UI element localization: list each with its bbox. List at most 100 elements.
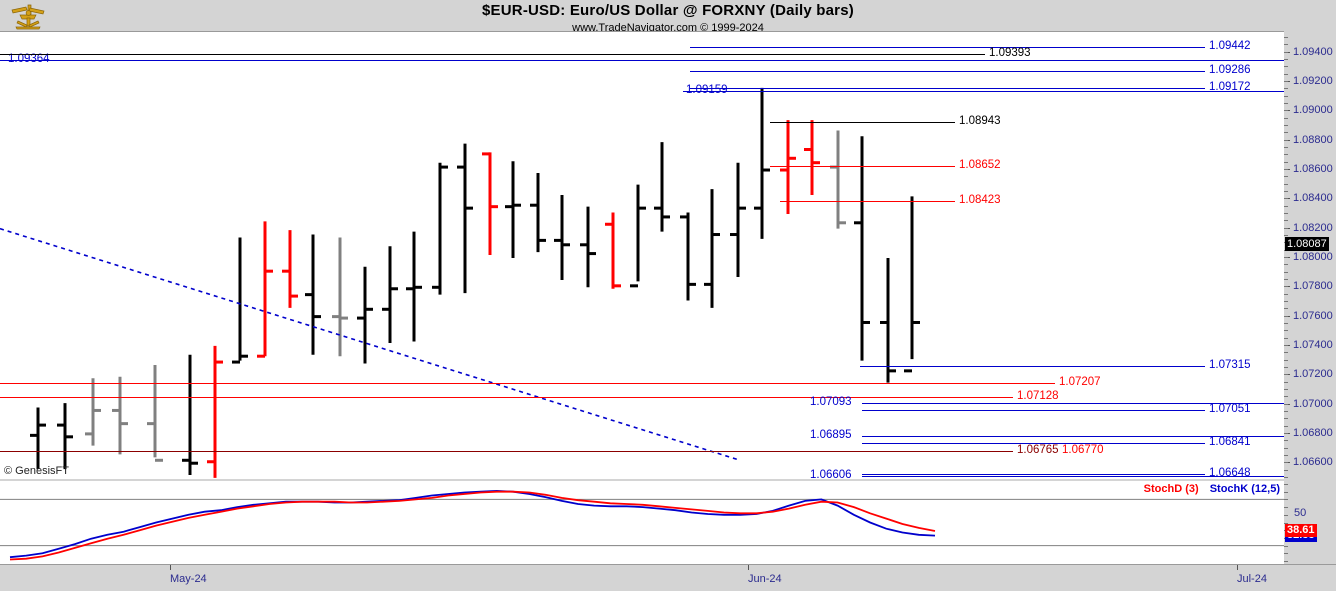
price-axis-minor-tick — [1284, 308, 1288, 310]
price-axis-minor-tick — [1284, 352, 1288, 354]
level-line — [780, 201, 955, 202]
ohlc-bar — [482, 152, 498, 256]
price-axis-minor-tick — [1284, 81, 1288, 83]
price-axis-minor-tick — [1284, 462, 1288, 464]
price-axis-label: 1.09200 — [1293, 75, 1333, 88]
price-axis-minor-tick — [1284, 366, 1288, 368]
date-axis-label: Jun-24 — [748, 573, 782, 585]
ohlc-bar — [432, 162, 448, 295]
stochastic-plot-area[interactable]: StochD (3) StochK (12,5) — [0, 481, 1284, 564]
price-axis-minor-tick — [1284, 256, 1288, 258]
level-line — [0, 397, 1013, 398]
level-line — [690, 47, 1205, 48]
ohlc-bar — [147, 364, 163, 462]
stoch-axis-tick — [1284, 484, 1288, 485]
ohlc-bar — [505, 161, 521, 258]
price-axis-minor-tick — [1284, 191, 1288, 192]
price-axis-minor-tick — [1284, 66, 1288, 68]
price-axis-minor-tick — [1284, 410, 1288, 412]
level-line — [0, 54, 985, 55]
price-axis-minor-tick — [1284, 198, 1288, 200]
price-axis-minor-tick — [1284, 154, 1288, 156]
ohlc-bars — [30, 87, 920, 478]
price-axis-minor-tick — [1284, 293, 1288, 295]
ohlc-bar — [357, 266, 373, 364]
price-axis-minor-tick — [1284, 59, 1288, 61]
price-axis-label: 1.07200 — [1293, 368, 1333, 381]
level-line-label: 1.09159 — [686, 84, 728, 96]
price-axis-minor-tick — [1284, 337, 1288, 339]
price-axis[interactable]: 1.09400 1.09200 1.09000 1.08800 1.08600 1.084… — [1284, 31, 1336, 479]
ohlc-bar — [780, 120, 796, 214]
level-line-label: 1.09393 — [989, 47, 1031, 59]
date-axis[interactable]: May-24 Jun-24 Jul-24 — [0, 564, 1336, 591]
ohlc-bar — [680, 212, 696, 301]
ohlc-bar — [605, 212, 621, 289]
level-line — [0, 383, 1055, 384]
level-line-label: 1.08652 — [959, 159, 1001, 171]
price-axis-label: 1.07800 — [1293, 280, 1333, 293]
price-axis-minor-tick — [1284, 396, 1288, 398]
price-axis-minor-tick — [1284, 344, 1288, 346]
price-axis-label: 1.08800 — [1293, 133, 1333, 146]
price-axis-label: 1.09000 — [1293, 104, 1333, 117]
level-line-label: 1.06648 — [1209, 467, 1251, 479]
price-axis-label: 1.08400 — [1293, 192, 1333, 205]
price-axis-minor-tick — [1284, 286, 1288, 288]
ohlc-bar — [232, 237, 248, 364]
level-line-label: 1.06770 — [1062, 444, 1104, 456]
price-axis-minor-tick — [1284, 132, 1288, 134]
page-title: $EUR-USD: Euro/US Dollar @ FORXNY (Daily… — [482, 2, 854, 19]
ohlc-bar — [406, 231, 422, 342]
level-line — [690, 71, 1205, 72]
ohlc-bar — [754, 87, 770, 239]
price-axis-minor-tick — [1284, 227, 1288, 229]
level-line-label: 1.07128 — [1017, 390, 1059, 402]
stochastic-axis[interactable]: 50 32.33 38.61 — [1284, 481, 1336, 564]
stoch-axis-tick — [1284, 499, 1288, 501]
level-line — [0, 451, 1013, 452]
level-line — [0, 60, 1284, 61]
level-line — [862, 436, 1284, 437]
price-chart-plot-area[interactable]: 1.09442 1.09364 1.09393 1.09286 1.09172 1.091… — [0, 31, 1284, 479]
price-axis-minor-tick — [1284, 432, 1288, 434]
level-line-label: 1.06895 — [810, 429, 852, 441]
price-axis-minor-tick — [1284, 88, 1288, 90]
price-axis-label: 1.08000 — [1293, 250, 1333, 263]
price-axis-label: 1.06600 — [1293, 456, 1333, 469]
price-axis-minor-tick — [1284, 447, 1288, 449]
ohlc-bar — [112, 376, 128, 455]
price-axis-minor-tick — [1284, 454, 1288, 456]
price-axis-label: 1.07000 — [1293, 397, 1333, 410]
ohlc-bar — [207, 345, 223, 478]
stochastic-series — [9, 490, 936, 561]
level-line-label: 1.06606 — [810, 469, 852, 479]
stoch-axis-tick — [1284, 553, 1288, 555]
price-axis-minor-tick — [1284, 278, 1288, 280]
price-axis-minor-tick — [1284, 330, 1288, 332]
level-line — [862, 476, 1284, 477]
price-axis-label: 1.09400 — [1293, 45, 1333, 58]
ohlc-bar — [554, 194, 570, 280]
level-line-label: 1.07051 — [1209, 403, 1251, 415]
level-line — [862, 443, 1205, 444]
price-axis-label: 1.08600 — [1293, 163, 1333, 176]
ohlc-bar — [457, 143, 473, 294]
level-line-label: 1.07315 — [1209, 359, 1251, 371]
price-axis-minor-tick — [1284, 359, 1288, 361]
stochastic-legend: StochD (3) StochK (12,5) — [1144, 483, 1280, 495]
price-axis-minor-tick — [1284, 139, 1288, 141]
stoch-axis-tick — [1284, 514, 1288, 516]
level-line — [770, 166, 955, 167]
ohlc-bar — [630, 184, 646, 288]
ohlc-bar — [880, 257, 896, 383]
price-axis-minor-tick — [1284, 147, 1288, 149]
ohlc-bar — [804, 120, 820, 195]
price-axis-minor-tick — [1284, 315, 1288, 317]
ohlc-bar — [305, 234, 321, 355]
price-axis-minor-tick — [1284, 213, 1288, 214]
level-line — [690, 88, 1205, 89]
stoch-axis-tick — [1284, 545, 1288, 547]
stochastic-lines — [0, 489, 1284, 561]
